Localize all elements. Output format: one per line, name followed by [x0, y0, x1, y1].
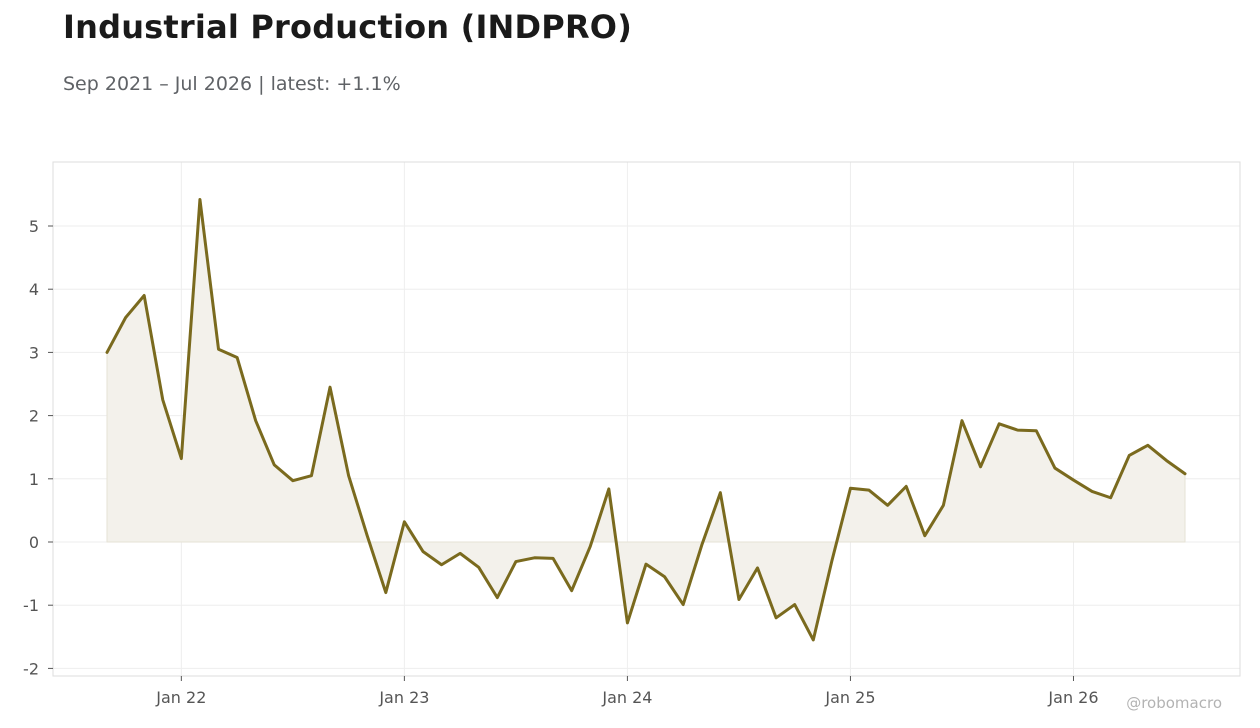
- watermark: @robomacro: [1126, 694, 1222, 712]
- data-point: [1146, 444, 1149, 447]
- data-point: [403, 520, 406, 523]
- x-tick-label: Jan 22: [155, 688, 206, 707]
- data-point: [1184, 472, 1187, 475]
- data-point: [1109, 496, 1112, 499]
- data-point: [998, 422, 1001, 425]
- data-point: [793, 603, 796, 606]
- data-point: [607, 487, 610, 490]
- data-point: [942, 504, 945, 507]
- y-tick-label: 4: [29, 280, 39, 299]
- data-point: [291, 479, 294, 482]
- data-points-layer: [106, 198, 1187, 642]
- data-point: [384, 591, 387, 594]
- data-point: [514, 560, 517, 563]
- x-tick-label: Jan 26: [1047, 688, 1098, 707]
- data-point: [830, 559, 833, 562]
- data-point: [440, 563, 443, 566]
- data-point: [1053, 467, 1056, 470]
- data-point: [180, 457, 183, 460]
- chart-title: Industrial Production (INDPRO): [63, 8, 633, 46]
- data-point: [979, 465, 982, 468]
- data-point: [589, 545, 592, 548]
- data-point: [106, 351, 109, 354]
- area-fill: [106, 199, 1186, 642]
- series-line: [105, 197, 1187, 642]
- y-tick-label: 1: [29, 470, 39, 489]
- x-tick-label: Jan 23: [378, 688, 429, 707]
- plot-frame: [52, 161, 1241, 677]
- data-point: [310, 474, 313, 477]
- data-point: [329, 386, 332, 389]
- data-point: [1016, 429, 1019, 432]
- data-point: [700, 544, 703, 547]
- data-point: [477, 566, 480, 569]
- data-point: [161, 398, 164, 401]
- x-tick-label: Jan 24: [601, 688, 652, 707]
- data-point: [737, 598, 740, 601]
- x-tick-label: Jan 25: [824, 688, 875, 707]
- data-point: [459, 552, 462, 555]
- data-point: [217, 348, 220, 351]
- data-point: [273, 463, 276, 466]
- data-point: [533, 556, 536, 559]
- data-point: [849, 487, 852, 490]
- data-point: [868, 489, 871, 492]
- data-point: [626, 621, 629, 624]
- chart-subtitle: Sep 2021 – Jul 2026 | latest: +1.1%: [63, 73, 401, 95]
- y-tick-label: 5: [29, 217, 39, 236]
- data-point: [347, 474, 350, 477]
- data-point: [1035, 429, 1038, 432]
- data-point: [366, 534, 369, 537]
- data-point: [960, 419, 963, 422]
- y-tick-label: 2: [29, 407, 39, 426]
- data-point: [923, 534, 926, 537]
- data-point: [124, 316, 127, 319]
- data-point: [1165, 459, 1168, 462]
- data-point: [143, 294, 146, 297]
- data-point: [421, 550, 424, 553]
- y-tick-label: 3: [29, 343, 39, 362]
- grid-layer: [53, 162, 1240, 676]
- data-point: [682, 603, 685, 606]
- data-point: [552, 557, 555, 560]
- data-point: [1072, 479, 1075, 482]
- data-point: [1091, 490, 1094, 493]
- data-point: [905, 485, 908, 488]
- data-point: [496, 596, 499, 599]
- x-axis-ticks: Jan 22 Jan 23 Jan 24 Jan 25 Jan 26: [155, 676, 1099, 707]
- data-point: [570, 589, 573, 592]
- data-point: [236, 356, 239, 359]
- data-point: [663, 575, 666, 578]
- data-point: [645, 563, 648, 566]
- data-point: [719, 491, 722, 494]
- data-point: [886, 504, 889, 507]
- data-point: [756, 566, 759, 569]
- y-axis-ticks: -2 -1 0 1 2 3 4 5: [23, 217, 53, 678]
- y-tick-label: -2: [23, 659, 39, 678]
- data-point: [812, 638, 815, 641]
- y-tick-label: 0: [29, 533, 39, 552]
- data-point: [254, 419, 257, 422]
- y-tick-label: -1: [23, 596, 39, 615]
- data-point: [775, 616, 778, 619]
- data-point: [1128, 454, 1131, 457]
- data-point: [198, 198, 201, 201]
